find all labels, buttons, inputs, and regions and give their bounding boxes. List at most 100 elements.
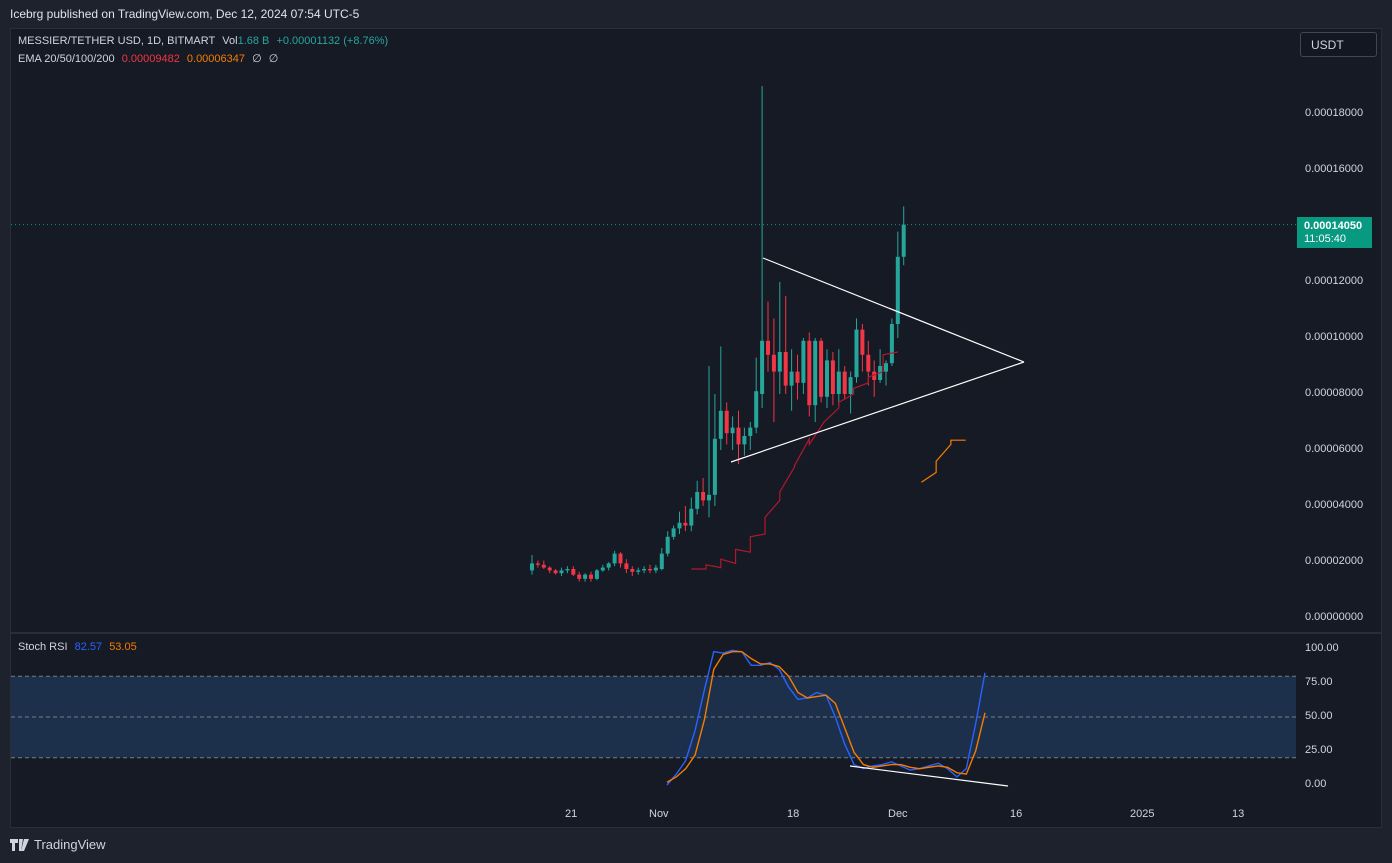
pane-separator [10, 632, 1382, 634]
brand-label: TradingView [34, 837, 106, 852]
candle-up [565, 569, 570, 571]
price-tick-label: 0.00008000 [1305, 387, 1364, 399]
candle-up [677, 522, 682, 529]
last-price: 0.00014050 [1304, 220, 1363, 232]
candle-up [665, 536, 670, 554]
stoch-tick-label: 50.00 [1305, 710, 1333, 722]
time-tick-label: Nov [649, 808, 669, 820]
candle-down [547, 567, 552, 571]
stoch-tick-label: 100.00 [1305, 642, 1339, 654]
candle-up [901, 224, 906, 257]
price-tick-label: 0.00002000 [1305, 555, 1364, 567]
tradingview-logo[interactable]: TradingView [10, 837, 106, 852]
candle-up [895, 256, 900, 324]
candle-up [695, 492, 700, 509]
volume-label: Vol1.68 B [222, 35, 270, 47]
candle-up [653, 567, 658, 571]
price-tick-label: 0.00010000 [1305, 331, 1364, 343]
candle-up [889, 324, 894, 364]
candle-up [836, 371, 841, 394]
price-tick-label: 0.00004000 [1305, 499, 1364, 511]
price-tick-label: 0.00006000 [1305, 443, 1364, 455]
candle-up [754, 391, 759, 428]
time-tick-label: 18 [787, 808, 800, 820]
stoch-tick-label: 25.00 [1305, 744, 1333, 756]
candle-up [854, 329, 859, 378]
time-tick-label: 21 [565, 808, 578, 820]
ema20-value: 0.00009482 [121, 53, 180, 65]
candle-down [783, 352, 788, 386]
candle-down [872, 371, 877, 380]
time-tick-label: 2025 [1130, 808, 1155, 820]
ema-label[interactable]: EMA 20/50/100/200 [18, 53, 115, 65]
candle-up [530, 563, 534, 571]
candle-up [825, 360, 829, 397]
candle-down [571, 569, 576, 575]
stoch-label[interactable]: Stoch RSI [18, 641, 68, 653]
top-bar: Icebrg published on TradingView.com, Dec… [0, 0, 1392, 28]
symbol-title[interactable]: MESSIER/TETHER USD, 1D, BITMART [18, 35, 216, 47]
candle-up [689, 508, 694, 526]
candle-down [795, 371, 800, 383]
candle-up [600, 567, 605, 571]
upper-trendline [762, 257, 1025, 363]
candle-down [701, 492, 706, 501]
candle-up [671, 528, 676, 537]
candle-up [594, 570, 599, 579]
candle-up [718, 410, 723, 439]
ema20-line [691, 351, 898, 570]
ema200-value: ∅ [268, 53, 279, 65]
candle-down [819, 340, 824, 397]
price-tick-label: 0.00018000 [1305, 107, 1364, 119]
ema-legend: EMA 20/50/100/200 0.00009482 0.00006347 … [18, 52, 282, 65]
tradingview-icon [10, 838, 29, 851]
candle-down [866, 354, 871, 372]
candle-down [683, 522, 688, 526]
candle-up [712, 438, 717, 495]
candle-up [559, 570, 564, 574]
stoch-tick-label: 75.00 [1305, 676, 1333, 688]
published-text: Icebrg published on TradingView.com, Dec… [10, 7, 360, 21]
price-tick-label: 0.00000000 [1305, 611, 1364, 623]
candle-down [553, 570, 558, 574]
candle-down [842, 371, 847, 394]
candle-down [736, 427, 741, 445]
price-change: +0.00001132 (+8.76%) [276, 35, 389, 47]
last-price-tag: 0.00014050 11:05:40 [1297, 217, 1372, 248]
candle-down [648, 569, 652, 571]
candle-up [730, 427, 735, 434]
candle-up [848, 377, 853, 394]
stoch-d-line [666, 651, 986, 783]
candle-up [742, 436, 747, 445]
price-tick-label: 0.00016000 [1305, 163, 1364, 175]
candle-down [624, 563, 629, 569]
candle-down [724, 410, 729, 434]
candle-down [830, 360, 835, 394]
candle-up [659, 553, 664, 569]
candle-up [813, 340, 818, 406]
time-tick-label: Dec [888, 808, 908, 820]
price-tick-label: 0.00012000 [1305, 275, 1364, 287]
candle-up [583, 574, 588, 579]
candle-up [777, 352, 782, 372]
lower-trendline [730, 361, 1025, 463]
time-tick-label: 13 [1232, 808, 1245, 820]
stoch-d-value: 53.05 [109, 641, 137, 653]
ema50-line [921, 439, 966, 483]
ema100-value: ∅ [252, 53, 262, 65]
candle-up [789, 371, 794, 386]
candle-down [541, 564, 546, 568]
candle-up [748, 427, 753, 436]
currency-button[interactable]: USDT [1300, 32, 1377, 57]
candle-up [642, 569, 647, 571]
stoch-band [11, 676, 1296, 758]
stoch-k-value: 82.57 [74, 641, 103, 653]
candle-up [606, 563, 611, 568]
candle-up [636, 570, 641, 572]
candle-down [618, 553, 623, 564]
candle-down [771, 354, 776, 372]
divergence-trendline [849, 765, 1009, 787]
candle-up [612, 553, 617, 564]
symbol-legend: MESSIER/TETHER USD, 1D, BITMART Vol1.68 … [18, 35, 392, 47]
